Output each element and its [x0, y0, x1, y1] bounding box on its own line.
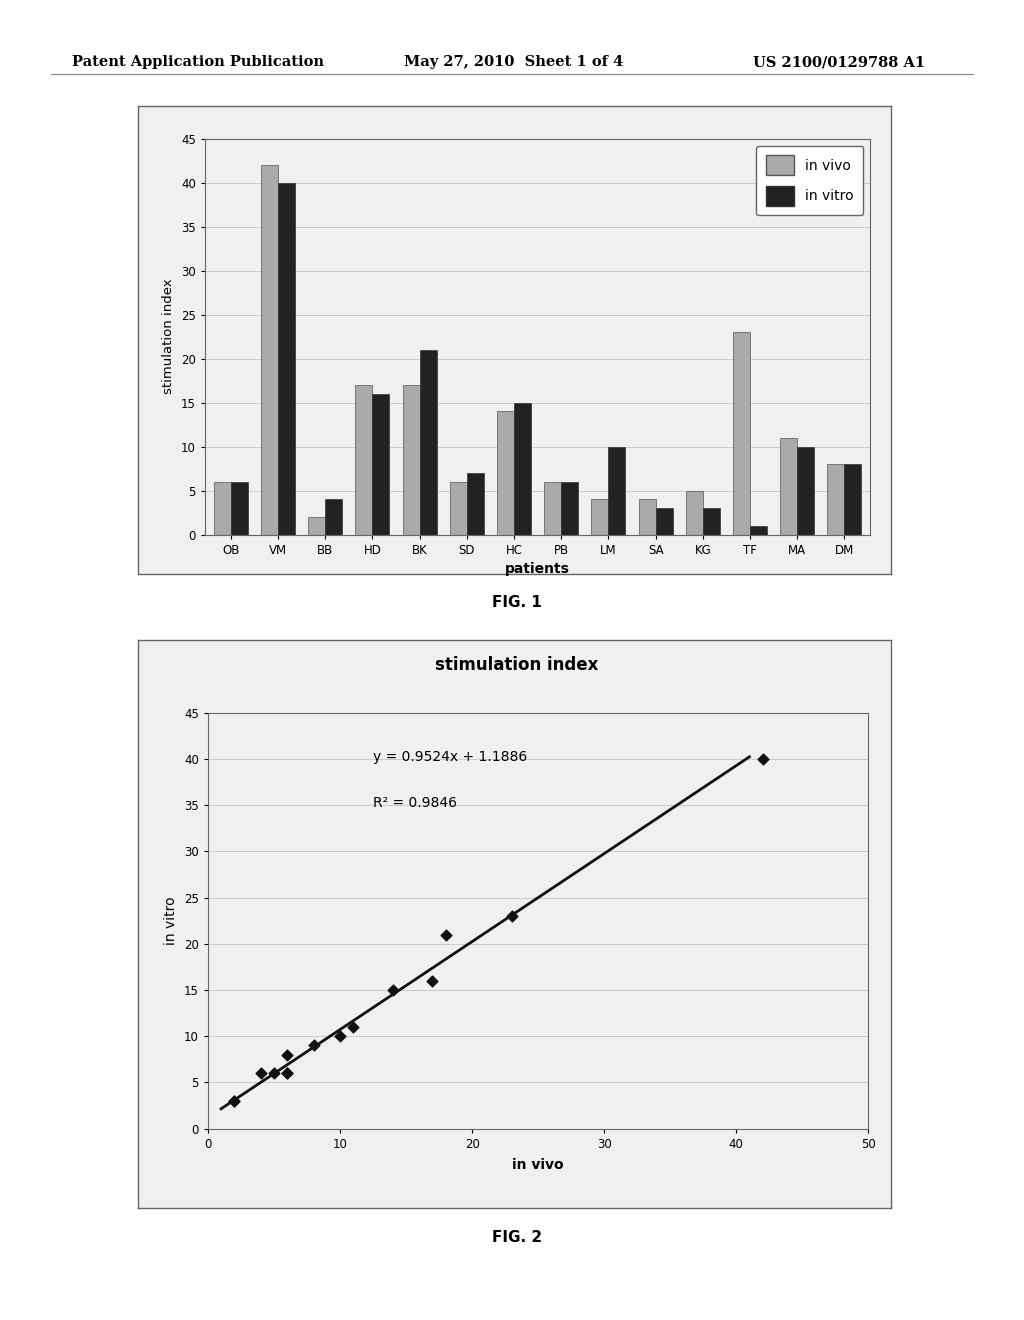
Text: May 27, 2010  Sheet 1 of 4: May 27, 2010 Sheet 1 of 4	[404, 55, 624, 70]
Bar	[467, 473, 483, 535]
Bar	[750, 525, 767, 535]
Bar	[561, 482, 579, 535]
Point	[305, 1035, 322, 1056]
Bar	[655, 508, 673, 535]
Bar	[326, 499, 342, 535]
Bar	[845, 465, 861, 535]
Point	[279, 1063, 295, 1084]
Point	[279, 1044, 295, 1065]
Y-axis label: stimulation index: stimulation index	[163, 279, 175, 395]
Bar	[261, 165, 278, 535]
Point	[424, 970, 440, 991]
Bar	[230, 482, 248, 535]
Bar	[686, 491, 702, 535]
Text: y = 0.9524x + 1.1886: y = 0.9524x + 1.1886	[373, 750, 527, 764]
Text: FIG. 2: FIG. 2	[493, 1230, 542, 1245]
Legend: in vivo, in vitro: in vivo, in vitro	[757, 145, 863, 215]
Text: R² = 0.9846: R² = 0.9846	[373, 796, 457, 810]
Bar	[592, 499, 608, 535]
Bar	[733, 333, 750, 535]
Bar	[702, 508, 720, 535]
Point	[437, 924, 454, 945]
Bar	[355, 385, 373, 535]
Bar	[544, 482, 561, 535]
Bar	[827, 465, 845, 535]
Text: Patent Application Publication: Patent Application Publication	[72, 55, 324, 70]
Point	[253, 1063, 269, 1084]
Y-axis label: in vitro: in vitro	[165, 896, 178, 945]
Point	[279, 1063, 295, 1084]
Bar	[402, 385, 420, 535]
Bar	[450, 482, 467, 535]
X-axis label: in vivo: in vivo	[512, 1158, 564, 1172]
Bar	[308, 517, 326, 535]
Bar	[373, 393, 389, 535]
X-axis label: patients: patients	[505, 562, 570, 577]
Bar	[214, 482, 230, 535]
Bar	[278, 182, 295, 535]
Point	[266, 1063, 283, 1084]
Point	[332, 1026, 348, 1047]
Point	[226, 1090, 243, 1111]
Point	[755, 748, 771, 770]
Text: FIG. 1: FIG. 1	[493, 595, 542, 610]
Bar	[608, 446, 626, 535]
Text: US 2100/0129788 A1: US 2100/0129788 A1	[753, 55, 925, 70]
Bar	[420, 350, 436, 535]
Bar	[798, 446, 814, 535]
Bar	[639, 499, 655, 535]
Bar	[780, 438, 798, 535]
Point	[385, 979, 401, 1001]
Point	[345, 1016, 361, 1038]
Bar	[497, 412, 514, 535]
Bar	[514, 403, 531, 535]
Point	[226, 1090, 243, 1111]
Point	[504, 906, 520, 927]
Text: stimulation index: stimulation index	[435, 656, 599, 675]
